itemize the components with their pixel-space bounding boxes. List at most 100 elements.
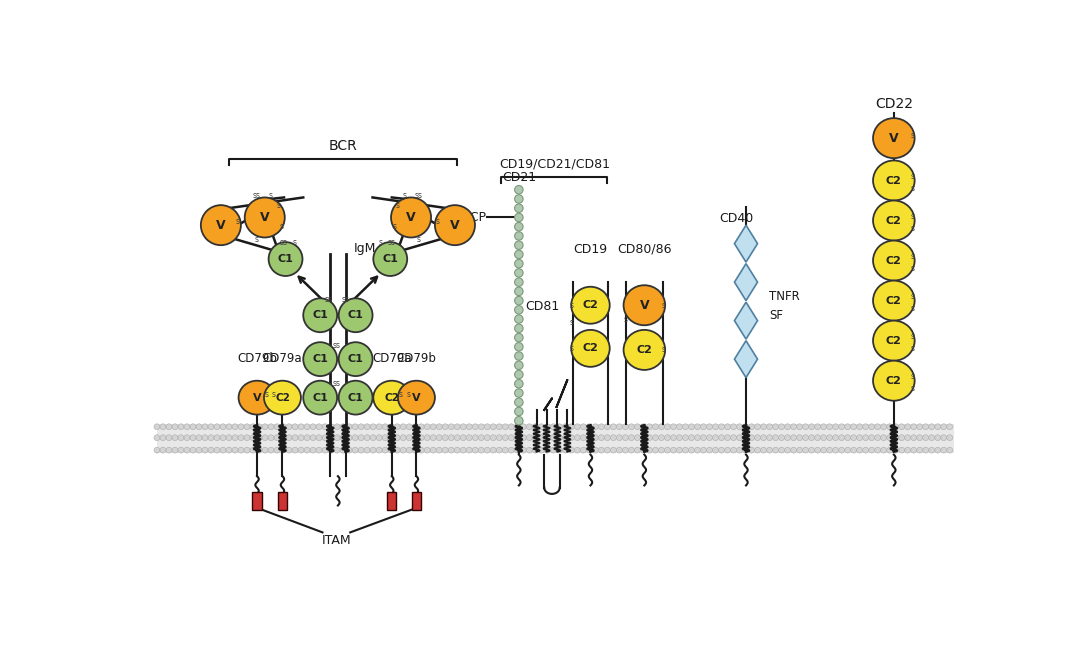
- Circle shape: [251, 424, 256, 429]
- Circle shape: [232, 424, 238, 429]
- Text: CD79b: CD79b: [396, 352, 436, 365]
- Circle shape: [905, 448, 910, 453]
- Text: SF: SF: [769, 309, 783, 322]
- Circle shape: [941, 448, 947, 453]
- Text: CD21: CD21: [502, 172, 536, 184]
- Text: s: s: [570, 301, 573, 310]
- Circle shape: [683, 435, 688, 441]
- Circle shape: [713, 424, 718, 429]
- Circle shape: [802, 448, 809, 453]
- Circle shape: [772, 435, 779, 441]
- Text: s: s: [403, 192, 407, 200]
- Circle shape: [514, 287, 523, 295]
- Circle shape: [310, 424, 316, 429]
- Circle shape: [316, 448, 322, 453]
- Text: C2: C2: [886, 336, 902, 346]
- Circle shape: [580, 448, 586, 453]
- Circle shape: [905, 424, 910, 429]
- Circle shape: [280, 424, 286, 429]
- Circle shape: [743, 435, 748, 441]
- Text: C2: C2: [886, 176, 902, 186]
- Circle shape: [244, 448, 249, 453]
- Text: ss: ss: [280, 238, 288, 247]
- Circle shape: [701, 448, 706, 453]
- Circle shape: [514, 398, 523, 407]
- Circle shape: [262, 424, 268, 429]
- Circle shape: [322, 424, 328, 429]
- Circle shape: [226, 448, 232, 453]
- Circle shape: [694, 435, 701, 441]
- Circle shape: [484, 424, 490, 429]
- Text: s: s: [912, 224, 915, 232]
- Circle shape: [352, 448, 359, 453]
- Circle shape: [791, 448, 797, 453]
- Circle shape: [514, 186, 523, 194]
- Circle shape: [340, 424, 346, 429]
- Circle shape: [689, 424, 694, 429]
- Circle shape: [893, 424, 899, 429]
- Circle shape: [845, 424, 851, 429]
- Circle shape: [868, 435, 875, 441]
- Circle shape: [676, 448, 683, 453]
- Circle shape: [226, 424, 232, 429]
- Circle shape: [605, 424, 610, 429]
- Ellipse shape: [303, 381, 337, 415]
- Circle shape: [718, 448, 725, 453]
- Circle shape: [935, 435, 941, 441]
- Circle shape: [760, 435, 767, 441]
- Circle shape: [929, 424, 934, 429]
- Text: s: s: [912, 344, 915, 353]
- Circle shape: [629, 435, 634, 441]
- Text: s: s: [570, 318, 573, 328]
- Circle shape: [190, 448, 195, 453]
- Text: V: V: [253, 393, 261, 403]
- Circle shape: [868, 448, 875, 453]
- Circle shape: [232, 435, 238, 441]
- Circle shape: [785, 435, 791, 441]
- Circle shape: [947, 448, 953, 453]
- Ellipse shape: [339, 298, 373, 332]
- Circle shape: [202, 448, 208, 453]
- Ellipse shape: [873, 241, 915, 281]
- Circle shape: [514, 241, 523, 249]
- Circle shape: [293, 448, 298, 453]
- Circle shape: [514, 342, 523, 351]
- Text: CD79b: CD79b: [238, 352, 276, 365]
- Circle shape: [910, 424, 917, 429]
- Text: V: V: [406, 211, 416, 224]
- Circle shape: [238, 448, 244, 453]
- Circle shape: [455, 448, 460, 453]
- Circle shape: [388, 424, 394, 429]
- Circle shape: [575, 435, 580, 441]
- Circle shape: [647, 424, 652, 429]
- Circle shape: [514, 448, 521, 453]
- Circle shape: [322, 435, 328, 441]
- Circle shape: [166, 448, 172, 453]
- Ellipse shape: [245, 198, 285, 237]
- Circle shape: [647, 435, 652, 441]
- Circle shape: [563, 448, 568, 453]
- Circle shape: [875, 448, 880, 453]
- Text: s: s: [912, 292, 915, 302]
- Circle shape: [689, 448, 694, 453]
- Text: C2: C2: [886, 295, 902, 306]
- Circle shape: [881, 435, 887, 441]
- Circle shape: [262, 435, 268, 441]
- Circle shape: [767, 424, 772, 429]
- Circle shape: [298, 448, 303, 453]
- Circle shape: [430, 448, 436, 453]
- Circle shape: [910, 448, 917, 453]
- Circle shape: [184, 435, 190, 441]
- Circle shape: [514, 435, 521, 441]
- Circle shape: [382, 424, 388, 429]
- Circle shape: [797, 424, 802, 429]
- Circle shape: [640, 435, 646, 441]
- Circle shape: [448, 448, 455, 453]
- Circle shape: [401, 435, 406, 441]
- Circle shape: [617, 435, 622, 441]
- Text: ss: ss: [333, 379, 340, 389]
- Circle shape: [268, 448, 274, 453]
- Circle shape: [791, 435, 797, 441]
- Circle shape: [671, 424, 676, 429]
- Circle shape: [797, 448, 802, 453]
